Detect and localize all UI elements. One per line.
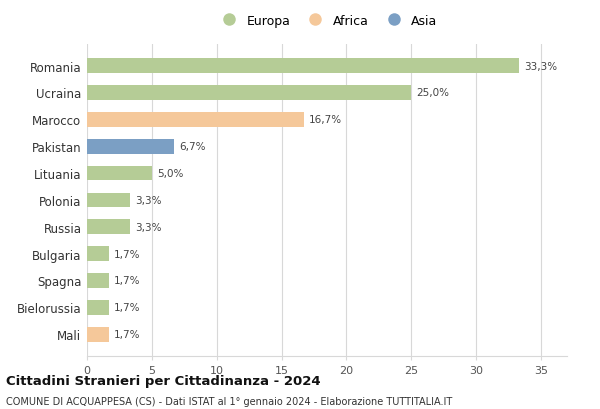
Text: 1,7%: 1,7%	[114, 276, 141, 286]
Text: 25,0%: 25,0%	[416, 88, 449, 98]
Text: 3,3%: 3,3%	[135, 196, 161, 205]
Bar	[87, 247, 109, 261]
Bar	[87, 59, 519, 74]
Legend: Europa, Africa, Asia: Europa, Africa, Asia	[212, 9, 443, 33]
Bar	[87, 300, 109, 315]
Bar	[87, 193, 130, 208]
Text: 1,7%: 1,7%	[114, 303, 141, 312]
Text: 6,7%: 6,7%	[179, 142, 206, 152]
Text: 33,3%: 33,3%	[524, 61, 557, 72]
Text: 5,0%: 5,0%	[157, 169, 184, 179]
Bar	[87, 113, 304, 128]
Bar	[87, 273, 109, 288]
Bar	[87, 86, 412, 101]
Bar	[87, 166, 152, 181]
Bar	[87, 327, 109, 342]
Text: 3,3%: 3,3%	[135, 222, 161, 232]
Bar	[87, 220, 130, 234]
Text: COMUNE DI ACQUAPPESA (CS) - Dati ISTAT al 1° gennaio 2024 - Elaborazione TUTTITA: COMUNE DI ACQUAPPESA (CS) - Dati ISTAT a…	[6, 396, 452, 406]
Bar	[87, 139, 174, 154]
Text: Cittadini Stranieri per Cittadinanza - 2024: Cittadini Stranieri per Cittadinanza - 2…	[6, 374, 320, 387]
Text: 1,7%: 1,7%	[114, 329, 141, 339]
Text: 1,7%: 1,7%	[114, 249, 141, 259]
Text: 16,7%: 16,7%	[309, 115, 342, 125]
